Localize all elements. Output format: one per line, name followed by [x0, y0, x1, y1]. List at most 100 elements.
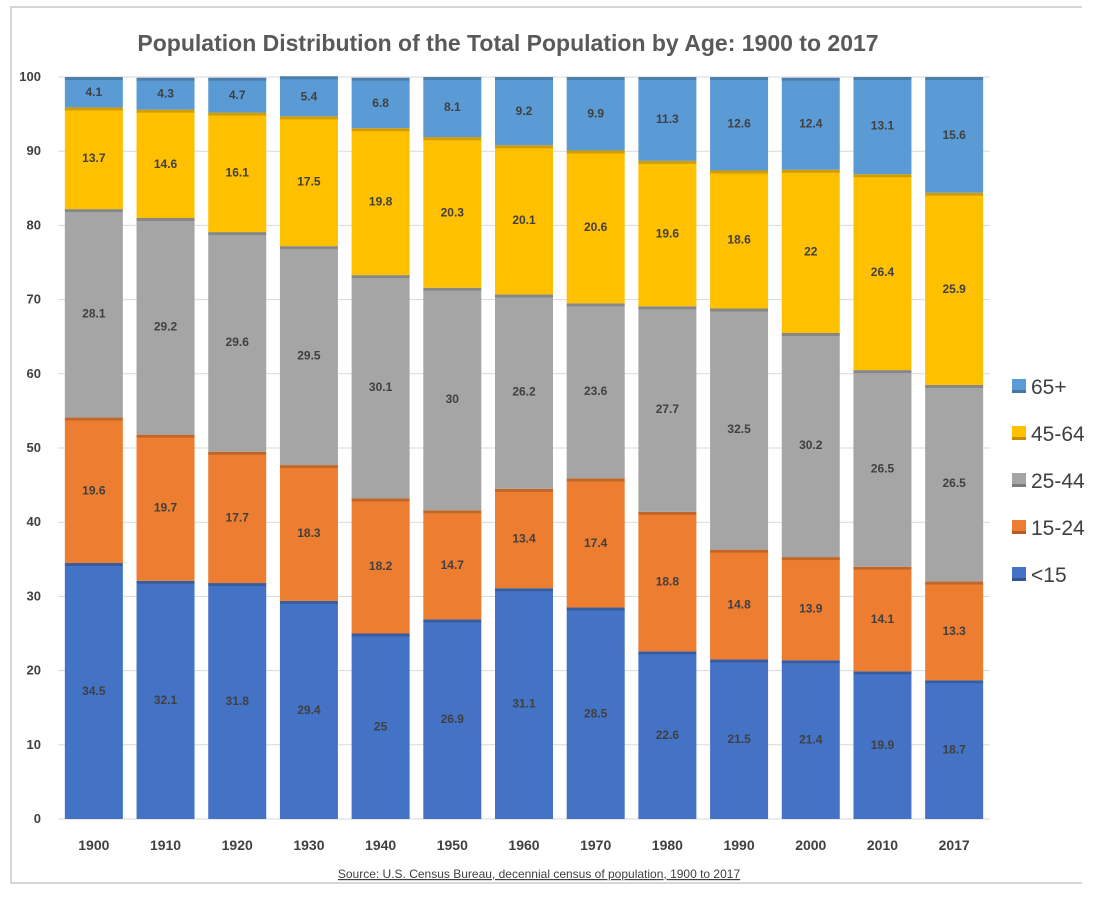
bar-segment-group: 21.5: [710, 659, 769, 819]
bar-segment-group: 16.1: [208, 112, 267, 233]
bar-segment-edge: [566, 77, 625, 80]
x-tick-label: 1980: [652, 837, 683, 853]
data-label: 8.1: [444, 100, 461, 114]
bar-segment: [925, 680, 984, 819]
bar-segment-group: 31.8: [208, 583, 267, 819]
data-label: 26.9: [441, 712, 465, 726]
bar-segment: [208, 112, 267, 233]
bar-segment: [853, 77, 912, 175]
bar-segment-edge: [853, 370, 912, 374]
bar-segment: [495, 77, 553, 146]
bar-segment-edge: [925, 680, 984, 684]
bar-segment: [423, 510, 482, 620]
data-label: 20.1: [512, 213, 536, 227]
bar-segment-group: 34.5: [64, 563, 123, 819]
bar-segment: [279, 465, 338, 601]
data-label: 13.1: [871, 119, 895, 133]
bar-segment-edge: [925, 384, 984, 388]
bar-segment: [638, 651, 697, 819]
data-label: 9.9: [587, 107, 604, 121]
bar-segment-group: 8.1: [423, 77, 482, 138]
bar-segment: [853, 370, 912, 567]
bar-segment-edge: [208, 232, 267, 236]
bar-segment-group: 27.7: [638, 306, 697, 512]
bar-segment-group: 30.1: [351, 275, 410, 499]
y-tick-label: 70: [27, 292, 41, 307]
bar-segment-edge: [64, 209, 123, 213]
bar-segment: [710, 77, 769, 171]
legend-item: <15: [1012, 564, 1067, 587]
bar-segment: [925, 192, 984, 385]
bar-segment: [781, 169, 840, 333]
legend-swatch-edge: [1012, 437, 1026, 440]
bar-segment-edge: [781, 332, 840, 336]
data-label: 32.1: [154, 693, 178, 707]
data-label: 14.8: [727, 598, 751, 612]
bar-segment-group: 26.5: [925, 384, 984, 582]
bar-segment-group: 14.1: [853, 566, 912, 672]
bar-segment-edge: [925, 192, 984, 196]
bar-segment-edge: [208, 451, 267, 455]
data-label: 25.9: [942, 282, 966, 296]
x-tick-label: 1930: [293, 837, 324, 853]
data-label: 14.6: [154, 157, 178, 171]
bar-segment: [710, 170, 769, 309]
data-label: 25: [374, 719, 388, 733]
bar-segment-group: 18.2: [351, 498, 410, 634]
bar-segment-group: 21.4: [781, 660, 840, 819]
y-tick-label: 90: [27, 143, 41, 158]
bar-segment: [781, 332, 840, 558]
bar-segment: [566, 607, 625, 819]
bar-segment: [136, 217, 195, 435]
bar-segment: [279, 600, 338, 819]
bar-segment-edge: [495, 294, 553, 298]
data-label: 5.4: [301, 89, 318, 103]
x-tick-label: 1990: [723, 837, 754, 853]
x-tick-label: 1900: [78, 837, 109, 853]
bar-segment-group: 19.6: [638, 160, 697, 307]
bar-segment-edge: [495, 488, 553, 492]
legend-label: 25-44: [1031, 470, 1085, 493]
bar-segment: [423, 77, 482, 138]
bar-segment: [64, 107, 123, 210]
bar-segment: [638, 511, 697, 652]
bar-segment: [208, 232, 267, 452]
bar-segment-group: 26.2: [495, 294, 553, 489]
bar-segment-edge: [136, 580, 195, 584]
x-tick-label: 2017: [939, 837, 970, 853]
bar-segment-group: 20.1: [495, 145, 553, 295]
data-label: 26.5: [942, 476, 966, 490]
bar-segment: [566, 150, 625, 304]
bar-segment: [136, 77, 195, 110]
data-label: 19.6: [656, 227, 680, 241]
data-label: 15.6: [942, 128, 966, 142]
bar-segment-edge: [208, 583, 267, 587]
bar-segment-edge: [351, 498, 410, 502]
bar-segment: [136, 580, 195, 819]
bar-segment-group: 28.1: [64, 209, 123, 418]
bar-segment-edge: [279, 76, 338, 80]
bar-segment: [423, 287, 482, 511]
data-label: 30.1: [369, 380, 393, 394]
data-label: 26.2: [512, 385, 536, 399]
bar-segment: [64, 563, 123, 819]
bars: 34.5 19.6 28.1 13.7 4.1 32.1 19.7 29.2 14.6 4.3 31…: [64, 76, 984, 819]
bar-segment-edge: [566, 478, 625, 482]
bar-segment-edge: [638, 306, 697, 310]
bar-segment-group: 13.4: [495, 488, 553, 589]
data-label: 19.6: [82, 483, 106, 497]
data-label: 11.3: [656, 112, 679, 126]
source-note: Source: U.S. Census Bureau, decennial ce…: [338, 867, 741, 881]
data-label: 29.5: [297, 349, 321, 363]
bar-segment-group: 26.5: [853, 370, 912, 567]
data-label: 14.7: [441, 558, 465, 572]
x-tick-label: 2010: [867, 837, 898, 853]
bar-segment: [351, 77, 410, 129]
bar-segment: [566, 478, 625, 608]
bar-segment: [925, 77, 984, 193]
bar-segment: [925, 581, 984, 681]
bar-segment: [351, 633, 410, 819]
bar-segment-group: 12.6: [710, 77, 769, 171]
bar-segment-group: 13.7: [64, 107, 123, 210]
data-label: 28.1: [82, 306, 106, 320]
